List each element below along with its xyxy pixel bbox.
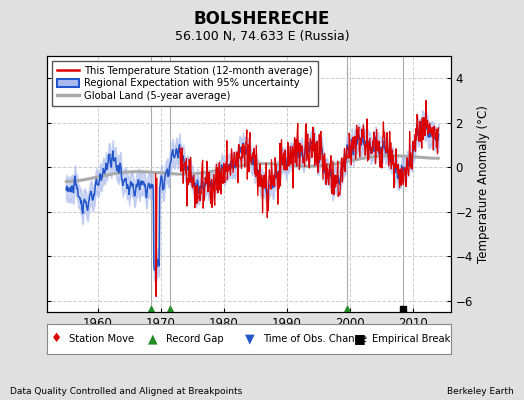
Text: Berkeley Earth: Berkeley Earth: [447, 387, 514, 396]
Legend: This Temperature Station (12-month average), Regional Expectation with 95% uncer: This Temperature Station (12-month avera…: [52, 61, 318, 106]
Text: ♦: ♦: [51, 332, 62, 346]
Y-axis label: Temperature Anomaly (°C): Temperature Anomaly (°C): [477, 105, 490, 263]
Text: Empirical Break: Empirical Break: [372, 334, 450, 344]
Text: Data Quality Controlled and Aligned at Breakpoints: Data Quality Controlled and Aligned at B…: [10, 387, 243, 396]
Text: 56.100 N, 74.633 E (Russia): 56.100 N, 74.633 E (Russia): [174, 30, 350, 43]
Text: ■: ■: [354, 332, 366, 346]
Text: ▲: ▲: [148, 332, 158, 346]
Text: Time of Obs. Change: Time of Obs. Change: [263, 334, 367, 344]
Text: Station Move: Station Move: [69, 334, 135, 344]
Text: Record Gap: Record Gap: [166, 334, 224, 344]
Text: BOLSHERECHE: BOLSHERECHE: [194, 10, 330, 28]
Text: ▼: ▼: [245, 332, 255, 346]
